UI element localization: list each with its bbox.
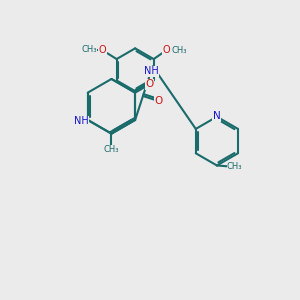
Text: O: O (163, 45, 170, 55)
Text: O: O (154, 96, 163, 106)
Text: NH: NH (144, 66, 158, 76)
Text: NH: NH (74, 116, 88, 127)
Text: CH₃: CH₃ (104, 146, 119, 154)
Text: CH₃: CH₃ (227, 162, 242, 171)
Text: O: O (145, 80, 153, 89)
Text: O: O (98, 44, 106, 55)
Text: N: N (213, 111, 221, 121)
Text: CH₃: CH₃ (172, 46, 187, 55)
Text: CH₃: CH₃ (81, 45, 97, 54)
